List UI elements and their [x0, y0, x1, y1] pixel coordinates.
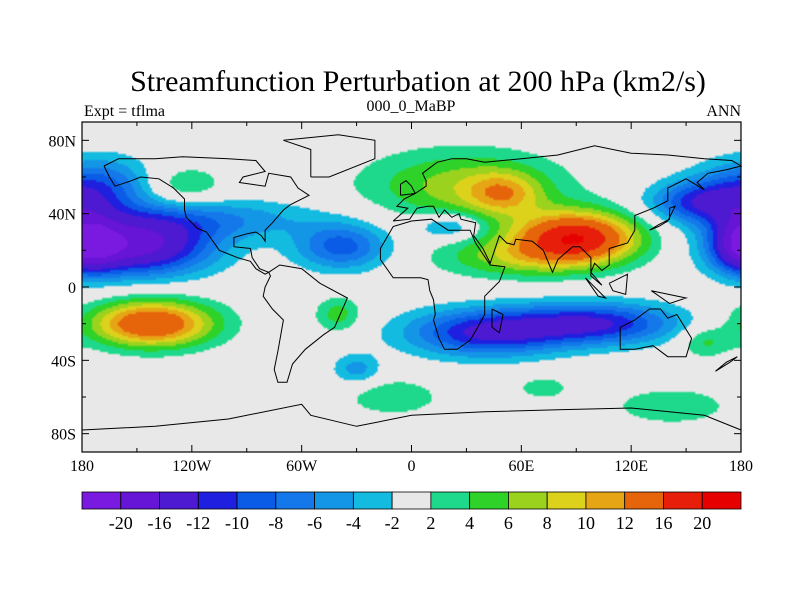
- plot-area: [81, 121, 743, 453]
- y-tick-label: 80S: [51, 427, 76, 444]
- x-tick-label: 180: [729, 458, 753, 475]
- colorbar-label: 6: [504, 513, 513, 533]
- colorbar-label: -20: [109, 513, 133, 533]
- colorbar-swatch: [624, 491, 664, 510]
- x-tick-label: 180: [70, 458, 94, 475]
- colorbar-swatch: [469, 491, 509, 510]
- colorbar-label: -4: [346, 513, 361, 533]
- x-tick-label: 0: [408, 458, 416, 475]
- colorbar-swatch: [197, 491, 238, 510]
- colorbar-swatch: [663, 491, 703, 510]
- subtitle-center: 000_0_MaBP: [367, 98, 456, 115]
- colorbar-label: -2: [385, 513, 400, 533]
- colorbar-swatch: [352, 491, 393, 510]
- colorbar-label: -16: [148, 513, 172, 533]
- x-tick-label: 60W: [286, 458, 318, 475]
- x-tick-label: 120W: [172, 458, 212, 475]
- colorbar: -20 -16 -12 -10 -8 -6 -4 -2 2 4 6 8 10 12 16 20: [81, 491, 742, 533]
- colorbar-swatch: [430, 491, 471, 510]
- colorbar-swatch: [275, 491, 315, 510]
- subtitle-right: ANN: [706, 103, 741, 120]
- colorbar-label: 16: [654, 513, 672, 533]
- chart-title: Streamfunction Perturbation at 200 hPa (…: [130, 65, 706, 98]
- x-tick-label: 60E: [508, 458, 534, 475]
- colorbar-swatch: [391, 491, 432, 510]
- subtitle-left: Expt = tflma: [84, 103, 165, 120]
- colorbar-label: -10: [225, 513, 249, 533]
- colorbar-label: 20: [693, 513, 711, 533]
- colorbar-swatch: [546, 491, 587, 510]
- y-tick-label: 40S: [51, 353, 76, 370]
- coastline: [81, 134, 743, 431]
- colorbar-label: 4: [465, 513, 474, 533]
- y-tick-label: 40N: [48, 207, 76, 224]
- colorbar-label: -12: [186, 513, 210, 533]
- colorbar-swatch: [81, 491, 122, 510]
- colorbar-swatch: [236, 491, 277, 510]
- y-axis: 80N 40N 0 40S 80S: [48, 133, 741, 444]
- x-axis: 180 120W 60W 0 60E 120E 180: [70, 122, 753, 475]
- colorbar-label: 8: [543, 513, 552, 533]
- contour-field: [82, 122, 741, 452]
- y-tick-label: 80N: [48, 133, 76, 150]
- colorbar-label: -8: [268, 513, 283, 533]
- colorbar-swatch: [508, 491, 548, 510]
- colorbar-label: 2: [426, 513, 435, 533]
- colorbar-label: 10: [577, 513, 595, 533]
- colorbar-swatch: [701, 491, 742, 510]
- colorbar-swatch: [314, 491, 354, 510]
- colorbar-swatch: [159, 491, 199, 510]
- colorbar-label: 12: [616, 513, 634, 533]
- colorbar-swatch: [120, 491, 160, 510]
- y-tick-label: 0: [68, 280, 76, 297]
- colorbar-label: -6: [307, 513, 322, 533]
- x-tick-label: 120E: [614, 458, 648, 475]
- colorbar-swatch: [585, 491, 626, 510]
